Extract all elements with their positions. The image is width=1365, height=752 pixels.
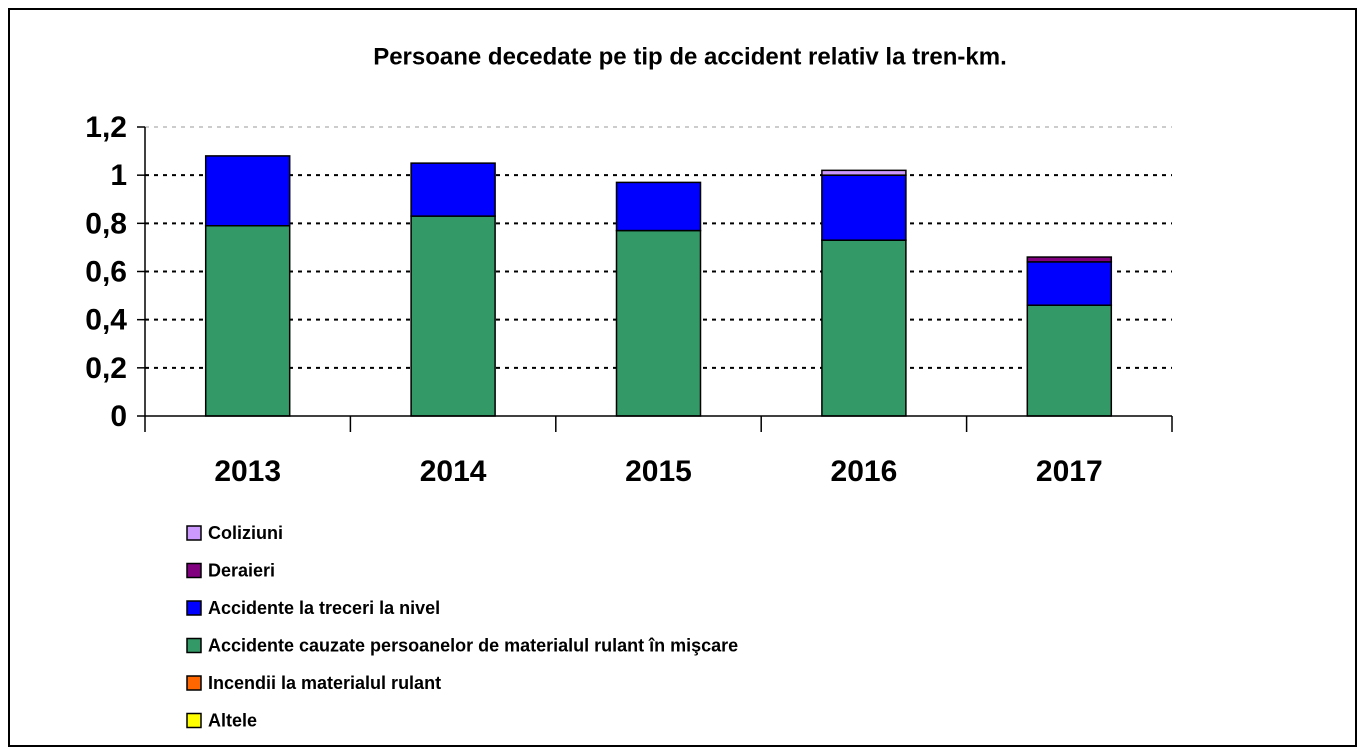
- bar-segment: [821, 174, 907, 241]
- legend-swatch: [186, 712, 202, 729]
- legend-swatch: [186, 525, 202, 541]
- bar-segment: [615, 181, 702, 232]
- x-tick-label: 2017: [1036, 455, 1103, 488]
- legend-label: Accidente la treceri la nivel: [208, 598, 440, 618]
- legend-label: Altele: [208, 710, 257, 730]
- x-tick-label: 2014: [420, 455, 487, 488]
- y-tick-label: 1,2: [85, 111, 127, 144]
- bar-segment: [204, 224, 291, 417]
- x-tick-label: 2015: [625, 455, 692, 488]
- legend-swatch: [186, 600, 202, 616]
- legend-label: Coliziuni: [208, 523, 283, 543]
- y-tick-label: 0,6: [85, 255, 127, 288]
- x-tick-label: 2016: [831, 455, 898, 488]
- bar-segment: [410, 215, 496, 417]
- y-tick-label: 0,8: [85, 207, 127, 240]
- bar-segment: [1026, 256, 1113, 263]
- legend-swatch: [186, 675, 202, 691]
- bar-segment: [204, 155, 291, 227]
- legend-label: Incendii la materialul rulant: [208, 673, 441, 693]
- legend-label: Deraieri: [208, 560, 275, 580]
- legend-swatch: [186, 562, 202, 579]
- bar-segment: [821, 169, 907, 176]
- y-tick-label: 0,2: [85, 352, 127, 385]
- bar-segment: [821, 239, 907, 417]
- y-tick-label: 0: [110, 400, 127, 433]
- legend-swatch: [186, 637, 202, 654]
- bar-segment: [1026, 304, 1113, 417]
- bar-segment: [410, 162, 496, 217]
- y-tick-label: 0,4: [85, 304, 127, 337]
- chart-title: Persoane decedate pe tip de accident rel…: [373, 43, 1007, 70]
- legend-label: Accidente cauzate persoanelor de materia…: [208, 635, 738, 655]
- bar-segment: [1026, 261, 1113, 306]
- bar-segment: [615, 229, 702, 417]
- y-tick-label: 1: [110, 159, 127, 192]
- x-tick-label: 2013: [214, 455, 281, 488]
